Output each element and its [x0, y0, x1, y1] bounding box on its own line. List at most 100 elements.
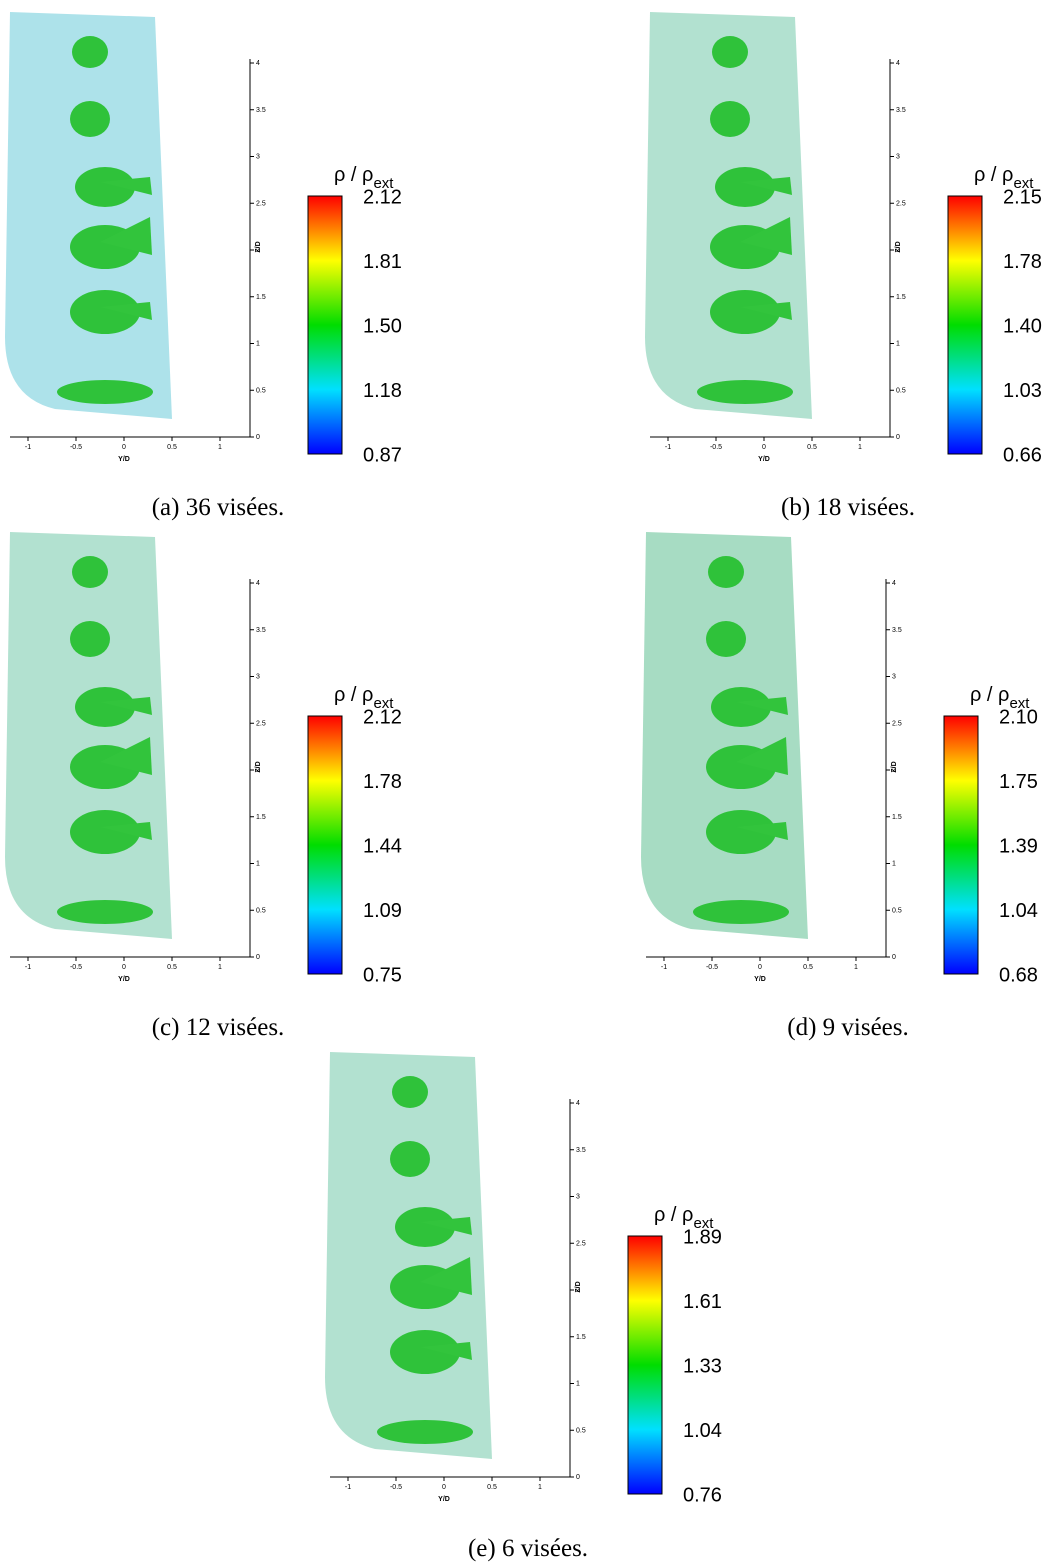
colorbar: [627, 1235, 663, 1495]
vortex-blob: [697, 380, 793, 404]
vortex-arm: [740, 217, 792, 255]
y-tick-label: 4: [896, 60, 900, 67]
vortex-arm: [420, 1257, 472, 1295]
y-tick-label: 1: [576, 1381, 580, 1388]
colorbar-tick-label: 1.18: [363, 380, 402, 402]
colorbar-title-sub: ext: [1013, 175, 1034, 192]
vortex-blob: [708, 556, 744, 588]
x-tick-label: -0.5: [70, 444, 82, 451]
vortex-blob: [706, 810, 776, 854]
colorbar-title-main: ρ / ρ: [654, 1204, 693, 1226]
y-tick-label: 1: [896, 341, 900, 348]
colorbar-title: ρ / ρext: [970, 684, 1030, 712]
vortex-arm: [420, 1217, 472, 1235]
vortex-blob: [715, 167, 775, 207]
colorbar-tick-label: 2.10: [999, 706, 1038, 728]
vortex-blob: [57, 900, 153, 924]
colorbar-tick-label: 2.15: [1003, 186, 1042, 208]
y-tick-label: 0.5: [896, 387, 906, 394]
caption: (e) 6 visées.: [468, 1535, 588, 1562]
y-tick-label: 3: [576, 1194, 580, 1201]
y-tick-label: 0.5: [256, 907, 266, 914]
vortex-blob: [706, 621, 746, 657]
y-tick-label: 0: [256, 434, 260, 441]
x-tick-label: 0.5: [807, 444, 817, 451]
x-tick-label: 0: [122, 444, 126, 451]
colorbar-title-sub: ext: [373, 695, 394, 712]
y-tick-label: 3.5: [256, 627, 266, 634]
y-tick-label: 1: [256, 861, 260, 868]
colorbar-tick-label: 1.33: [683, 1355, 722, 1377]
x-tick-label: -0.5: [390, 1484, 402, 1491]
jet-surface: [5, 532, 172, 939]
y-tick-label: 1: [256, 341, 260, 348]
vortex-blob: [70, 621, 110, 657]
colorbar-tick-label: 1.61: [683, 1291, 722, 1313]
y-tick-label: 3.5: [256, 107, 266, 114]
vortex-blob: [392, 1076, 428, 1108]
x-tick-label: -0.5: [706, 964, 718, 971]
vortex-blob: [395, 1207, 455, 1247]
y-tick-label: 1.5: [892, 814, 902, 821]
colorbar-title: ρ / ρext: [974, 164, 1034, 192]
vortex-arm: [736, 737, 788, 775]
colorbar-tick-label: 0.76: [683, 1484, 722, 1506]
y-tick-label: 1.5: [576, 1334, 586, 1341]
caption: (b) 18 visées.: [781, 494, 915, 521]
colorbar-tick-label: 1.81: [363, 251, 402, 273]
colorbar-tick-label: 0.87: [363, 444, 402, 466]
jet-surface: [325, 1052, 492, 1459]
vortex-blob: [377, 1420, 473, 1444]
x-axis-title: Y/D: [118, 456, 130, 463]
x-tick-label: -1: [25, 964, 31, 971]
x-tick-label: 0.5: [167, 964, 177, 971]
colorbar-tick-label: 1.39: [999, 835, 1038, 857]
colorbar-tick-label: 1.78: [1003, 251, 1042, 273]
x-tick-label: 1: [858, 444, 862, 451]
x-tick-label: 1: [854, 964, 858, 971]
y-tick-label: 0: [896, 434, 900, 441]
y-tick-label: 2: [256, 247, 260, 254]
y-tick-label: 3: [256, 674, 260, 681]
y-tick-label: 0: [892, 954, 896, 961]
colorbar-title-sub: ext: [373, 175, 394, 192]
x-axis-title: Y/D: [118, 976, 130, 983]
colorbar-title: ρ / ρext: [654, 1204, 714, 1232]
vortex-blob: [72, 36, 108, 68]
y-tick-label: 2.5: [892, 720, 902, 727]
y-axis-title: Z/D: [575, 1281, 582, 1292]
y-tick-label: 1: [892, 861, 896, 868]
y-tick-label: 1.5: [256, 294, 266, 301]
colorbar: [307, 715, 343, 975]
x-tick-label: 0.5: [803, 964, 813, 971]
y-tick-label: 2.5: [896, 200, 906, 207]
vortex-arm: [100, 302, 152, 320]
x-tick-label: 1: [538, 1484, 542, 1491]
y-tick-label: 4: [256, 60, 260, 67]
colorbar-title: ρ / ρext: [334, 164, 394, 192]
colorbar: [943, 715, 979, 975]
x-tick-label: 0: [762, 444, 766, 451]
x-tick-label: -1: [661, 964, 667, 971]
y-tick-label: 0.5: [892, 907, 902, 914]
caption: (c) 12 visées.: [152, 1014, 285, 1041]
vortex-blob: [710, 290, 780, 334]
y-tick-label: 3: [892, 674, 896, 681]
colorbar-title-sub: ext: [1009, 695, 1030, 712]
y-axis-title: Z/D: [255, 241, 262, 252]
vortex-blob: [390, 1330, 460, 1374]
x-axis-title: Y/D: [754, 976, 766, 983]
colorbar-tick-label: 2.12: [363, 186, 402, 208]
vortex-arm: [100, 697, 152, 715]
vortex-arm: [100, 822, 152, 840]
y-tick-label: 3.5: [892, 627, 902, 634]
x-tick-label: -1: [25, 444, 31, 451]
vortex-blob: [390, 1141, 430, 1177]
vortex-blob: [72, 556, 108, 588]
caption: (a) 36 visées.: [152, 494, 285, 521]
y-tick-label: 2.5: [576, 1240, 586, 1247]
vortex-arm: [736, 697, 788, 715]
vortex-blob: [57, 380, 153, 404]
vortex-blob: [75, 687, 135, 727]
colorbar-tick-label: 1.89: [683, 1226, 722, 1248]
